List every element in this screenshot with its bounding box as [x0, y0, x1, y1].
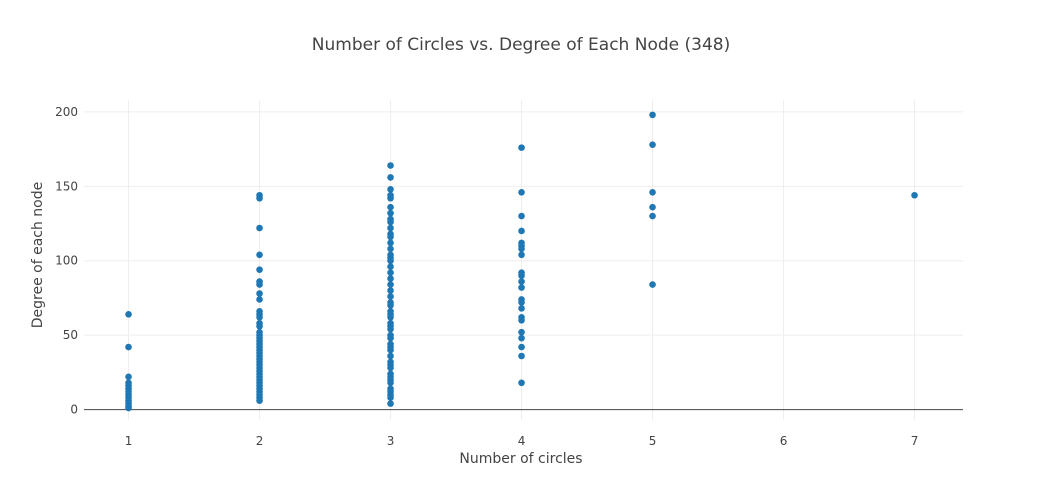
x-tick-label: 7 [911, 434, 919, 448]
data-point[interactable] [649, 188, 656, 196]
data-point[interactable] [256, 314, 263, 321]
data-point[interactable] [387, 269, 394, 276]
data-point[interactable] [387, 379, 394, 387]
data-point[interactable] [518, 328, 525, 336]
data-point[interactable] [387, 194, 394, 202]
data-point[interactable] [911, 191, 918, 199]
x-tick-label: 4 [518, 434, 526, 448]
data-point[interactable] [387, 162, 394, 169]
data-point[interactable] [518, 144, 525, 151]
x-tick-label: 2 [256, 434, 264, 448]
data-point[interactable] [518, 343, 525, 351]
data-point[interactable] [387, 239, 394, 247]
data-point[interactable] [649, 281, 656, 288]
data-point[interactable] [125, 343, 132, 351]
data-point[interactable] [256, 224, 263, 232]
data-point[interactable] [125, 373, 132, 381]
data-point[interactable] [649, 141, 656, 148]
data-point[interactable] [387, 263, 394, 270]
data-point[interactable] [518, 299, 525, 306]
data-point[interactable] [387, 174, 394, 181]
y-tick-label: 0 [70, 403, 78, 417]
y-axis-title: Degree of each node [30, 182, 46, 329]
data-point[interactable] [518, 305, 525, 312]
data-point[interactable] [256, 281, 263, 288]
points-layer [125, 111, 918, 412]
data-point[interactable] [387, 218, 394, 226]
data-point[interactable] [387, 346, 394, 354]
data-point[interactable] [518, 379, 525, 387]
data-point[interactable] [518, 212, 525, 220]
data-point[interactable] [387, 334, 394, 342]
data-point[interactable] [387, 275, 394, 282]
data-point[interactable] [387, 224, 394, 232]
data-point[interactable] [256, 322, 263, 330]
data-point[interactable] [387, 186, 394, 193]
data-point[interactable] [387, 245, 394, 253]
data-point[interactable] [387, 209, 394, 217]
data-point[interactable] [256, 251, 263, 259]
x-tick-label: 5 [649, 434, 657, 448]
data-point[interactable] [518, 188, 525, 196]
data-point[interactable] [125, 404, 132, 412]
data-point[interactable] [387, 314, 394, 321]
data-point[interactable] [125, 311, 132, 318]
data-point[interactable] [518, 334, 525, 342]
y-tick-label: 50 [63, 328, 78, 342]
data-point[interactable] [518, 278, 525, 285]
data-point[interactable] [256, 397, 263, 404]
y-tick-label: 100 [55, 254, 78, 268]
data-point[interactable] [387, 394, 394, 401]
data-point[interactable] [256, 290, 263, 297]
data-point[interactable] [518, 272, 525, 279]
data-point[interactable] [387, 281, 394, 288]
data-point[interactable] [387, 302, 394, 309]
y-tick-label: 200 [55, 105, 78, 119]
data-point[interactable] [649, 111, 656, 119]
x-tick-label: 1 [125, 434, 133, 448]
data-point[interactable] [518, 284, 525, 291]
data-point[interactable] [387, 364, 394, 372]
data-point[interactable] [518, 316, 525, 324]
chart-title: Number of Circles vs. Degree of Each Nod… [312, 35, 730, 55]
data-point[interactable] [518, 352, 525, 360]
x-axis-title: Number of circles [459, 451, 582, 467]
data-point[interactable] [256, 296, 263, 303]
data-point[interactable] [518, 245, 525, 253]
data-point[interactable] [518, 251, 525, 259]
x-tick-label: 6 [780, 434, 788, 448]
data-point[interactable] [387, 287, 394, 294]
data-point[interactable] [256, 266, 263, 273]
data-point[interactable] [387, 203, 394, 211]
grid-layer [84, 100, 963, 420]
data-point[interactable] [387, 400, 394, 407]
data-point[interactable] [256, 194, 263, 202]
data-point[interactable] [649, 203, 656, 211]
data-point[interactable] [387, 233, 394, 241]
data-point[interactable] [518, 227, 525, 235]
data-point[interactable] [387, 293, 394, 300]
data-point[interactable] [387, 352, 394, 360]
axis-layer: 1 2 3 4 5 6 7 0 50 100 150 200 [55, 105, 963, 448]
data-point[interactable] [649, 212, 656, 220]
x-tick-label: 3 [387, 434, 395, 448]
data-point[interactable] [387, 325, 394, 333]
y-tick-label: 150 [55, 179, 78, 193]
data-point[interactable] [387, 257, 394, 265]
